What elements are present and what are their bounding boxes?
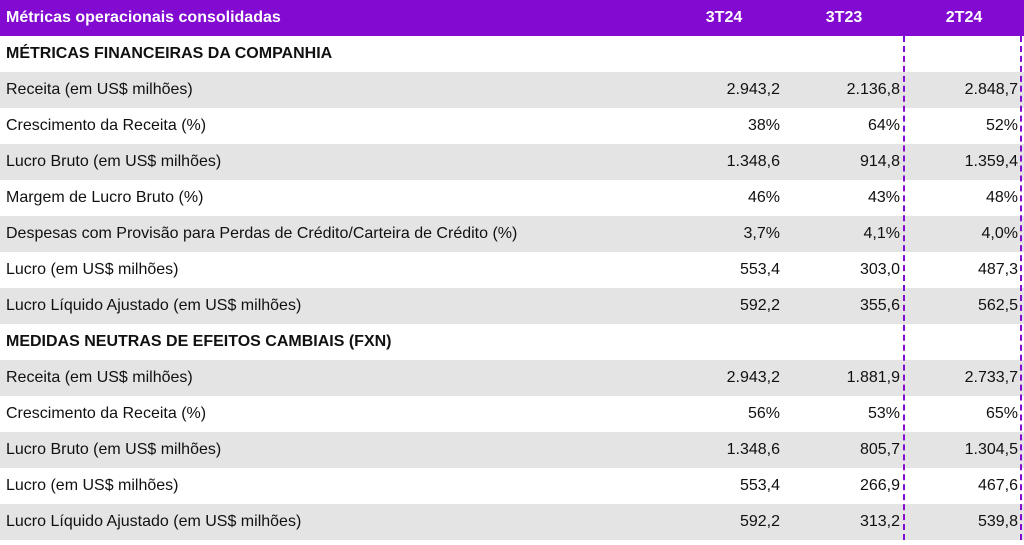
table-row: Lucro Líquido Ajustado (em US$ milhões) … <box>0 288 1024 324</box>
table-row: Despesas com Provisão para Perdas de Cré… <box>0 216 1024 252</box>
section-header: MEDIDAS NEUTRAS DE EFEITOS CAMBIAIS (FXN… <box>0 324 1024 360</box>
cell-2t24: 52% <box>985 117 1018 134</box>
table-row: Lucro Bruto (em US$ milhões) 1.348,6 805… <box>0 432 1024 468</box>
cell-3t23: 4,1% <box>863 225 900 242</box>
table-header: Métricas operacionais consolidadas 3T24 … <box>0 0 1024 36</box>
row-label: Lucro Líquido Ajustado (em US$ milhões) <box>6 297 302 314</box>
cell-3t23: 2.136,8 <box>846 81 900 98</box>
section-title: MÉTRICAS FINANCEIRAS DA COMPANHIA <box>6 45 333 62</box>
row-label: Lucro Bruto (em US$ milhões) <box>6 153 222 170</box>
section-header: MÉTRICAS FINANCEIRAS DA COMPANHIA <box>0 36 1024 72</box>
col-header-2t24: 2T24 <box>945 9 983 26</box>
cell-3t24: 592,2 <box>739 513 780 530</box>
cell-3t24: 2.943,2 <box>726 81 780 98</box>
table-row: Lucro (em US$ milhões) 553,4 303,0 487,3 <box>0 252 1024 288</box>
table-row: Margem de Lucro Bruto (%) 46% 43% 48% <box>0 180 1024 216</box>
cell-2t24: 1.304,5 <box>964 441 1018 458</box>
table-row: Lucro Bruto (em US$ milhões) 1.348,6 914… <box>0 144 1024 180</box>
col-header-3t23: 3T23 <box>825 9 863 26</box>
cell-3t23: 43% <box>867 189 900 206</box>
cell-3t24: 1.348,6 <box>726 441 780 458</box>
cell-2t24: 467,6 <box>977 477 1018 494</box>
cell-3t24: 553,4 <box>739 261 780 278</box>
cell-3t24: 592,2 <box>739 297 780 314</box>
row-label: Crescimento da Receita (%) <box>6 117 207 134</box>
cell-3t23: 313,2 <box>859 513 900 530</box>
section-title: MEDIDAS NEUTRAS DE EFEITOS CAMBIAIS (FXN… <box>6 333 392 350</box>
cell-3t24: 1.348,6 <box>726 153 780 170</box>
cell-2t24: 1.359,4 <box>964 153 1018 170</box>
table-row: Crescimento da Receita (%) 56% 53% 65% <box>0 396 1024 432</box>
cell-3t24: 2.943,2 <box>726 369 780 386</box>
row-label: Lucro Líquido Ajustado (em US$ milhões) <box>6 513 302 530</box>
cell-3t24: 3,7% <box>743 225 780 242</box>
table-title: Métricas operacionais consolidadas <box>6 9 281 26</box>
cell-3t24: 46% <box>747 189 780 206</box>
row-label: Lucro (em US$ milhões) <box>6 477 179 494</box>
table-row: Crescimento da Receita (%) 38% 64% 52% <box>0 108 1024 144</box>
column-divider-right <box>1020 36 1022 540</box>
cell-3t23: 53% <box>867 405 900 422</box>
row-label: Lucro Bruto (em US$ milhões) <box>6 441 222 458</box>
row-label: Receita (em US$ milhões) <box>6 81 193 98</box>
cell-3t23: 266,9 <box>859 477 900 494</box>
cell-3t23: 303,0 <box>859 261 900 278</box>
cell-2t24: 2.733,7 <box>964 369 1018 386</box>
cell-2t24: 562,5 <box>977 297 1018 314</box>
cell-2t24: 48% <box>985 189 1018 206</box>
cell-3t23: 914,8 <box>859 153 900 170</box>
row-label: Margem de Lucro Bruto (%) <box>6 189 204 206</box>
cell-2t24: 487,3 <box>977 261 1018 278</box>
cell-3t23: 64% <box>867 117 900 134</box>
cell-3t23: 1.881,9 <box>846 369 900 386</box>
cell-2t24: 2.848,7 <box>964 81 1018 98</box>
table-row: Lucro (em US$ milhões) 553,4 266,9 467,6 <box>0 468 1024 504</box>
col-header-3t24: 3T24 <box>705 9 743 26</box>
cell-3t24: 553,4 <box>739 477 780 494</box>
cell-2t24: 65% <box>985 405 1018 422</box>
column-divider-left <box>903 36 905 540</box>
row-label: Lucro (em US$ milhões) <box>6 261 179 278</box>
row-label: Receita (em US$ milhões) <box>6 369 193 386</box>
table-row: Receita (em US$ milhões) 2.943,2 2.136,8… <box>0 72 1024 108</box>
cell-3t23: 805,7 <box>859 441 900 458</box>
table-row: Receita (em US$ milhões) 2.943,2 1.881,9… <box>0 360 1024 396</box>
cell-3t23: 355,6 <box>859 297 900 314</box>
cell-3t24: 56% <box>747 405 780 422</box>
row-label: Crescimento da Receita (%) <box>6 405 207 422</box>
cell-3t24: 38% <box>747 117 780 134</box>
cell-2t24: 4,0% <box>981 225 1018 242</box>
row-label: Despesas com Provisão para Perdas de Cré… <box>6 225 518 242</box>
table-row: Lucro Líquido Ajustado (em US$ milhões) … <box>0 504 1024 540</box>
cell-2t24: 539,8 <box>977 513 1018 530</box>
